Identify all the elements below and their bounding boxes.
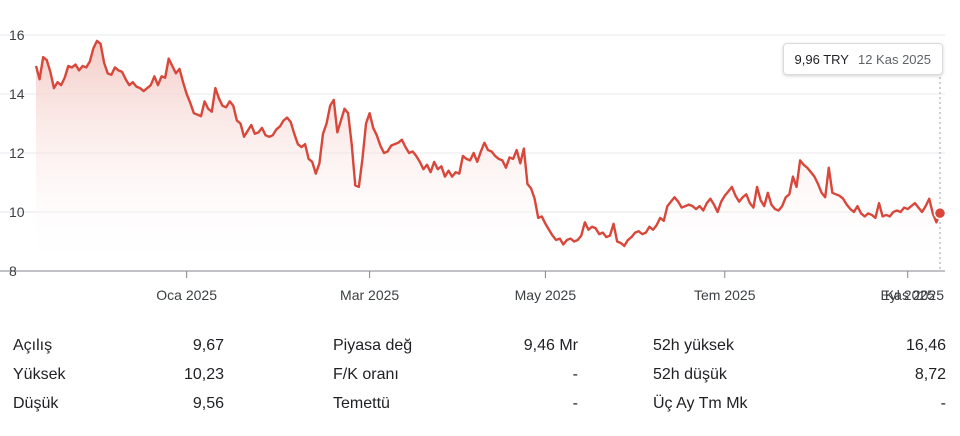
x-tick-label: Oca 2025 [156,287,217,303]
stats-row: Düşük 9,56 Temettü - Üç Ay Tm Mk - [0,390,960,419]
stat-value: - [572,395,578,412]
stat-label: F/K oranı [333,366,399,383]
stat-label: Piyasa değ [333,337,413,354]
stat-label: 52h yüksek [653,337,734,354]
stat-label: Üç Ay Tm Mk [653,395,748,412]
y-tick-label: 8 [9,263,17,279]
tooltip-date: 12 Kas 2025 [857,51,931,67]
stats-row: Yüksek 10,23 F/K oranı - 52h düşük 8,72 [0,361,960,390]
stat-label: Yüksek [13,366,66,383]
x-tick-label: Tem 2025 [694,287,756,303]
price-chart-svg[interactable]: 8 10 12 14 16 Oca 2025 Mar 2025 May 2025 Tem 202… [0,0,960,320]
y-tick-label: 16 [9,27,25,43]
stats-row: Açılış 9,67 Piyasa değ 9,46 Mr 52h yüksek 16,… [0,332,960,361]
stat-label: Açılış [13,337,53,354]
stat-value: - [940,395,946,412]
stat-value: 9,46 Mr [523,337,578,354]
stat-value: - [572,366,578,383]
stat-value: 9,67 [192,337,224,354]
stat-value: 9,56 [192,395,224,412]
price-tooltip: 9,96 TRY 12 Kas 2025 [782,43,943,75]
y-tick-label: 10 [9,204,25,220]
last-price-marker[interactable] [933,206,947,220]
x-tick-label: Eyl 2025 [880,287,935,303]
x-tick-label: Mar 2025 [340,287,399,303]
x-tick-label: May 2025 [515,287,577,303]
tooltip-price: 9,96 TRY [794,51,849,67]
price-chart[interactable]: 8 10 12 14 16 Oca 2025 Mar 2025 May 2025 Tem 202… [0,0,960,320]
price-line [34,39,942,248]
stat-label: Temettü [333,395,390,412]
stat-value: 8,72 [914,366,946,383]
stat-value: 10,23 [183,366,224,383]
stat-label: Düşük [13,395,59,412]
price-area-fill [36,40,940,272]
stat-label: 52h düşük [653,366,727,383]
y-tick-label: 12 [9,145,25,161]
y-tick-label: 14 [9,86,25,102]
stat-value: 16,46 [905,337,946,354]
x-tick-label: Kas 2025 [885,287,944,303]
